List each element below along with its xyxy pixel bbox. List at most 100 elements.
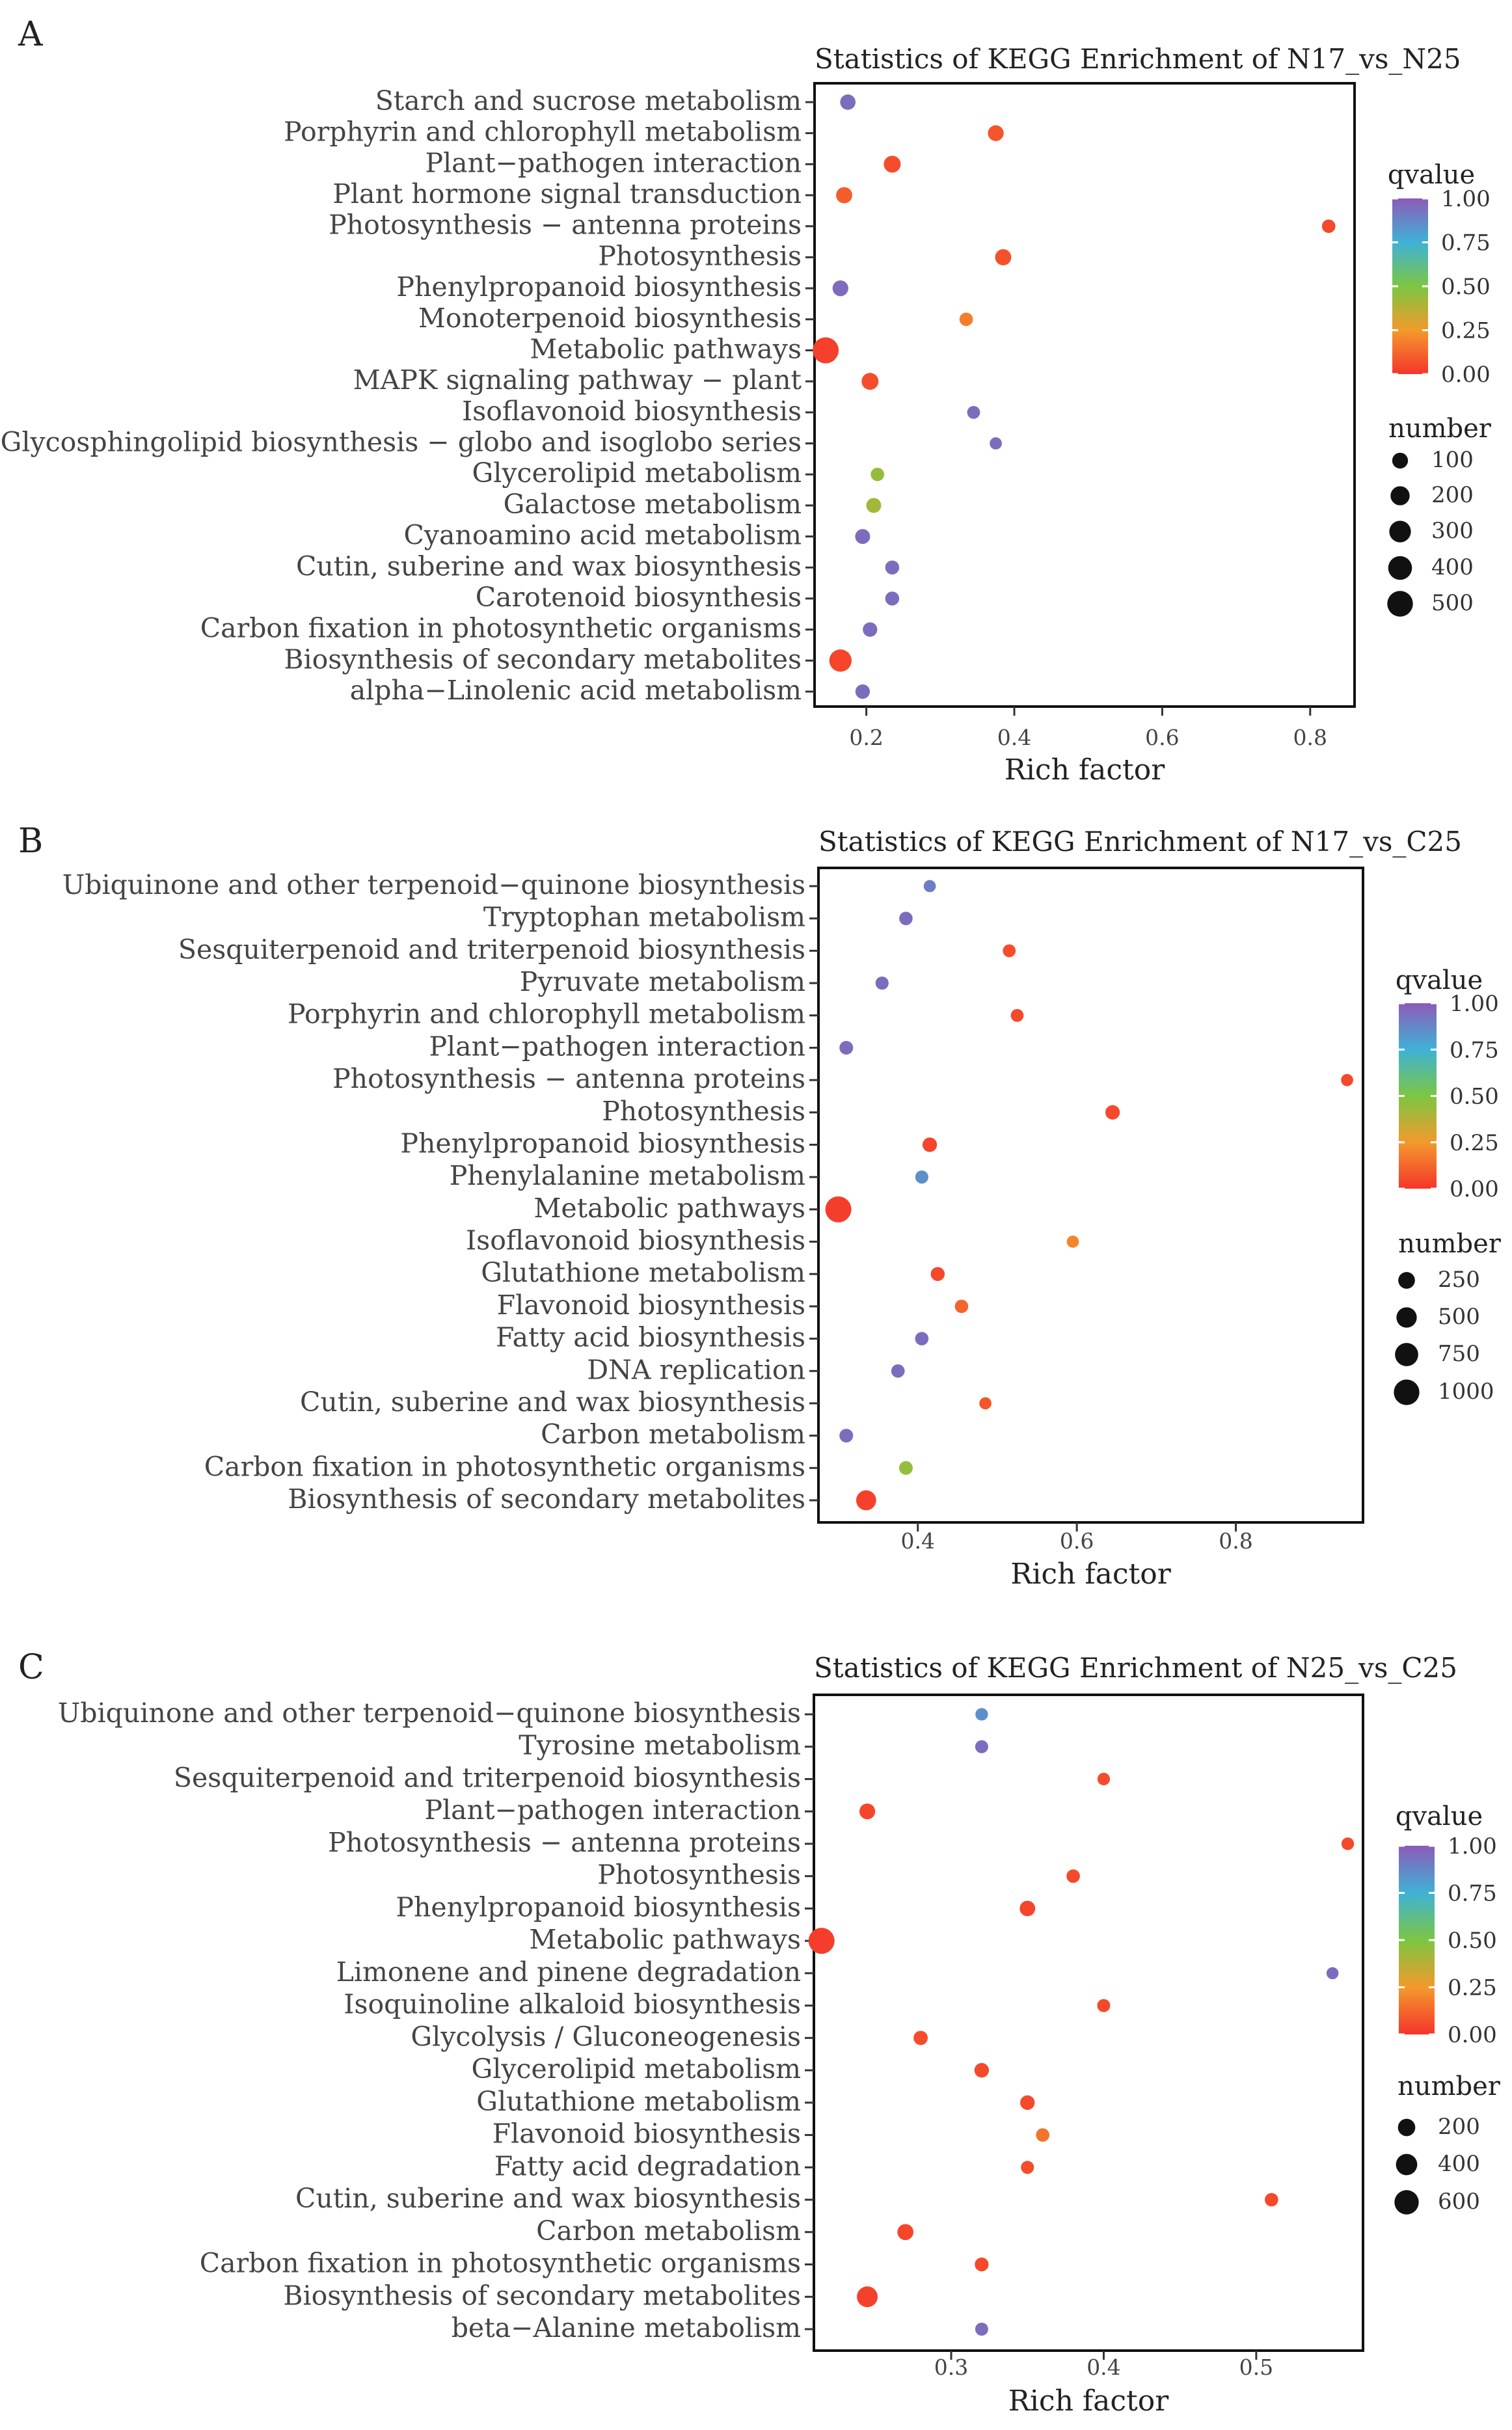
- number-legend-label: 500: [1431, 590, 1474, 616]
- data-point: [1066, 1235, 1079, 1248]
- data-point: [840, 94, 856, 110]
- y-tick-label: Ubiquinone and other terpenoid−quinone b…: [58, 1697, 801, 1729]
- number-legend-title: number: [1397, 2072, 1501, 2101]
- y-tick-label: Glycerolipid metabolism: [471, 2053, 801, 2085]
- plot-area: [813, 82, 1356, 708]
- number-legend-dot: [1395, 1343, 1418, 1366]
- y-tick-label: Tryptophan metabolism: [483, 902, 805, 933]
- y-tick-label: Photosynthesis − antenna proteins: [328, 1827, 801, 1858]
- data-point: [1066, 1869, 1080, 1883]
- data-point: [863, 622, 878, 637]
- colorbar-tick-label: 0.00: [1448, 2022, 1497, 2048]
- y-tick-label: Cutin, suberine and wax biosynthesis: [296, 550, 802, 582]
- y-tick-label: Sesquiterpenoid and triterpenoid biosynt…: [178, 934, 805, 965]
- y-tick-label: Glutathione metabolism: [481, 1257, 805, 1288]
- data-point: [975, 1708, 988, 1721]
- number-legend-label: 1000: [1438, 1379, 1494, 1405]
- data-point: [871, 467, 884, 481]
- y-tick-label: Ubiquinone and other terpenoid−quinone b…: [62, 869, 805, 900]
- data-point: [923, 880, 936, 893]
- qvalue-legend-title: qvalue: [1388, 160, 1475, 190]
- qvalue-colorbar: [1392, 198, 1428, 374]
- y-tick-label: Photosynthesis: [602, 1096, 805, 1127]
- data-point: [1020, 2095, 1035, 2111]
- y-tick-label: Phenylpropanoid biosynthesis: [396, 1891, 801, 1923]
- x-tick-label: 0.6: [1145, 725, 1179, 750]
- data-point: [915, 1170, 928, 1184]
- y-tick-label: Cutin, suberine and wax biosynthesis: [300, 1386, 805, 1418]
- number-legend-dot: [1397, 2118, 1416, 2137]
- y-tick-label: Fatty acid biosynthesis: [496, 1322, 805, 1353]
- y-tick-label: Glycerolipid metabolism: [472, 457, 802, 489]
- y-tick-label: Flavonoid biosynthesis: [493, 2118, 801, 2150]
- colorbar-tick-label: 0.75: [1450, 1037, 1499, 1063]
- y-tick-label: Porphyrin and chlorophyll metabolism: [288, 999, 805, 1030]
- x-tick-label: 0.6: [1060, 1528, 1094, 1554]
- data-point: [1036, 2128, 1050, 2142]
- y-tick-label: Carbon metabolism: [541, 1419, 805, 1450]
- data-point: [859, 1803, 876, 1820]
- y-tick-label: Photosynthesis: [597, 1859, 801, 1891]
- number-legend-label: 400: [1431, 554, 1474, 580]
- colorbar-tick-label: 0.50: [1448, 1928, 1497, 1954]
- number-legend-label: 400: [1438, 2151, 1480, 2177]
- number-legend-dot: [1392, 452, 1409, 469]
- number-legend-label: 750: [1438, 1341, 1480, 1367]
- number-legend-label: 200: [1431, 482, 1474, 508]
- colorbar-tick-label: 0.00: [1441, 362, 1491, 388]
- chart-title: Statistics of KEGG Enrichment of N17_vs_…: [818, 826, 1462, 857]
- panel-label: B: [18, 822, 43, 861]
- x-axis-label: Rich factor: [1010, 1558, 1172, 1591]
- qvalue-colorbar: [1399, 1846, 1435, 2034]
- colorbar-tick-label: 1.00: [1441, 186, 1491, 212]
- colorbar-tick-label: 0.50: [1441, 274, 1491, 300]
- x-tick-label: 0.5: [1239, 2355, 1273, 2380]
- data-point: [891, 1364, 905, 1378]
- colorbar-tick-label: 0.25: [1441, 318, 1491, 344]
- y-tick-label: Carbon fixation in photosynthetic organi…: [204, 1451, 805, 1482]
- y-tick-label: Sesquiterpenoid and triterpenoid biosynt…: [174, 1762, 801, 1793]
- data-point: [1341, 1837, 1355, 1850]
- colorbar-tick-label: 0.50: [1450, 1084, 1499, 1110]
- data-point: [839, 1040, 854, 1055]
- data-point: [1097, 1999, 1111, 2012]
- data-point: [855, 529, 871, 545]
- number-legend-label: 250: [1438, 1267, 1480, 1293]
- data-point: [988, 125, 1004, 141]
- data-point: [1003, 944, 1016, 958]
- y-tick-label: Starch and sucrose metabolism: [375, 85, 802, 116]
- data-point: [857, 2286, 878, 2308]
- y-tick-label: Flavonoid biosynthesis: [497, 1289, 805, 1321]
- qvalue-legend-title: qvalue: [1396, 1802, 1483, 1831]
- y-tick-label: Photosynthesis − antenna proteins: [332, 1063, 805, 1094]
- data-point: [1105, 1105, 1120, 1120]
- y-tick-label: Isoflavonoid biosynthesis: [462, 396, 802, 427]
- qvalue-legend-title: qvalue: [1396, 965, 1483, 995]
- data-point: [922, 1137, 938, 1152]
- data-point: [959, 312, 973, 327]
- y-tick-label: Limonene and pinene degradation: [336, 1956, 801, 1988]
- number-legend-title: number: [1388, 414, 1492, 444]
- y-tick-label: Photosynthesis: [598, 240, 802, 271]
- data-point: [975, 1740, 988, 1753]
- number-legend-dot: [1390, 486, 1410, 506]
- number-legend-title: number: [1398, 1229, 1502, 1259]
- y-tick-label: Plant−pathogen interaction: [424, 1794, 801, 1826]
- data-point: [832, 280, 848, 297]
- y-tick-label: Phenylalanine metabolism: [450, 1160, 805, 1191]
- number-legend-label: 100: [1431, 447, 1474, 473]
- x-tick-label: 0.3: [934, 2355, 968, 2380]
- x-tick-label: 0.4: [997, 725, 1031, 750]
- number-legend-dot: [1394, 2190, 1419, 2215]
- data-point: [1097, 1772, 1111, 1786]
- data-point: [884, 155, 901, 173]
- y-tick-label: Glutathione metabolism: [476, 2086, 801, 2117]
- chart-title: Statistics of KEGG Enrichment of N17_vs_…: [815, 43, 1461, 75]
- panel-a: A Statistics of KEGG Enrichment of N17_vs…: [1, 15, 1492, 787]
- y-tick-label: Pyruvate metabolism: [520, 966, 805, 997]
- colorbar-tick-label: 1.00: [1450, 991, 1499, 1017]
- y-tick-label: Isoquinoline alkaloid biosynthesis: [344, 1989, 801, 2020]
- data-point: [974, 2062, 990, 2078]
- colorbar-tick-label: 0.75: [1441, 230, 1491, 256]
- x-tick-label: 0.2: [849, 725, 883, 750]
